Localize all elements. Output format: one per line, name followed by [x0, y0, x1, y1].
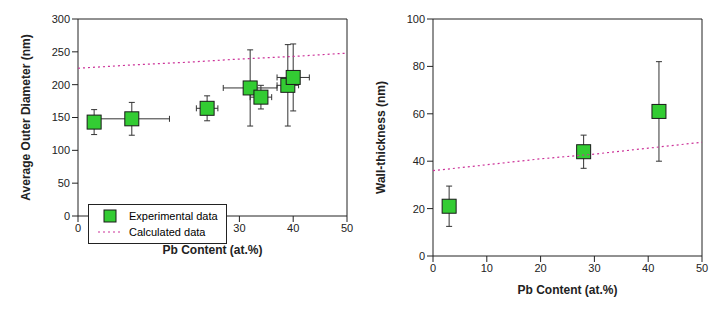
svg-text:40: 40 [287, 222, 299, 234]
svg-text:50: 50 [696, 262, 708, 274]
svg-text:150: 150 [52, 111, 70, 123]
svg-text:250: 250 [52, 46, 70, 58]
svg-text:Pb Content (at.%): Pb Content (at.%) [163, 243, 263, 257]
svg-text:0: 0 [75, 222, 81, 234]
svg-text:Pb Content (at.%): Pb Content (at.%) [518, 283, 618, 297]
svg-text:0: 0 [64, 210, 70, 222]
svg-text:50: 50 [58, 177, 70, 189]
svg-text:10: 10 [481, 262, 493, 274]
svg-text:50: 50 [341, 222, 353, 234]
svg-text:10: 10 [126, 222, 138, 234]
svg-text:200: 200 [52, 79, 70, 91]
svg-text:Average Outer Diameter (nm): Average Outer Diameter (nm) [19, 34, 33, 200]
svg-text:30: 30 [588, 262, 600, 274]
svg-text:60: 60 [413, 108, 425, 120]
svg-text:Wall-thickness (nm): Wall-thickness (nm) [374, 81, 388, 194]
svg-text:100: 100 [52, 144, 70, 156]
svg-text:40: 40 [413, 155, 425, 167]
svg-text:100: 100 [407, 13, 425, 25]
svg-text:0: 0 [430, 262, 436, 274]
svg-text:300: 300 [52, 13, 70, 25]
svg-text:0: 0 [419, 250, 425, 262]
svg-text:40: 40 [642, 262, 654, 274]
svg-text:80: 80 [413, 60, 425, 72]
svg-text:20: 20 [413, 203, 425, 215]
svg-text:20: 20 [534, 262, 546, 274]
svg-text:20: 20 [179, 222, 191, 234]
svg-text:30: 30 [233, 222, 245, 234]
